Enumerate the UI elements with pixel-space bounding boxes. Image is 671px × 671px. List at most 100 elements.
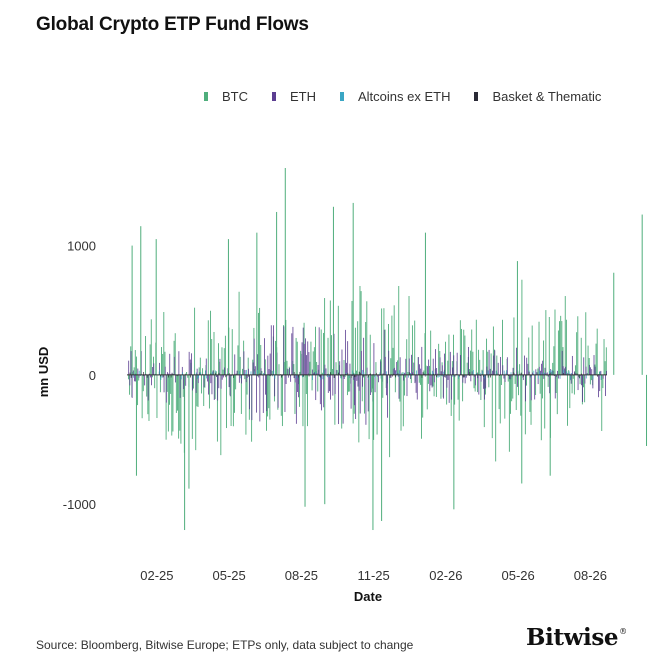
altcoin-bar (522, 374, 523, 377)
legend-item-btc[interactable]: BTC (204, 89, 248, 104)
x-tick-label: 05-25 (213, 568, 246, 583)
eth-bar (530, 374, 532, 401)
eth-bar (365, 374, 367, 425)
basket-bar (248, 374, 249, 377)
btc-bar (576, 332, 578, 375)
altcoin-bar (396, 371, 398, 375)
altcoin-bar (408, 374, 409, 378)
basket-bar (395, 374, 397, 378)
btc-bar (507, 374, 509, 382)
altcoin-bar (362, 369, 364, 375)
btc-bar (280, 374, 282, 416)
basket-bar (523, 374, 524, 377)
altcoin-bar (140, 374, 141, 377)
btc-bar (535, 374, 537, 396)
btc-bar (137, 374, 139, 406)
btc-bar (177, 374, 178, 411)
btc-peak-bar (184, 374, 186, 531)
btc-bar (476, 374, 478, 393)
eth-bar (137, 368, 139, 375)
basket-bar (354, 374, 356, 378)
btc-bar (351, 300, 353, 375)
eth-bar (394, 367, 395, 375)
altcoin-bar (458, 374, 459, 379)
eth-bar (571, 355, 573, 375)
eth-bar (356, 374, 358, 381)
eth-bar (406, 374, 408, 397)
btc-bar (520, 374, 522, 416)
eth-bar (589, 364, 590, 375)
altcoin-bar (482, 371, 483, 375)
btc-bar (545, 310, 547, 375)
basket-bar (576, 373, 578, 375)
eth-bar (510, 374, 512, 380)
eth-bar (305, 338, 306, 375)
eth-bar (267, 355, 269, 375)
btc-bar (159, 374, 161, 393)
btc-bar (163, 312, 165, 375)
basket-bar (302, 374, 304, 377)
altcoin-bar (268, 374, 270, 376)
altcoin-bar (551, 370, 553, 375)
btc-bar (312, 351, 314, 375)
btc-bar (433, 374, 435, 397)
eth-bar (307, 341, 309, 375)
altcoin-bar (161, 374, 163, 378)
eth-bar (334, 374, 336, 395)
btc-bar (384, 329, 386, 375)
basket-bar (421, 374, 423, 378)
eth-bar (363, 337, 365, 375)
basket-bar (308, 374, 310, 377)
registered-mark: ® (619, 627, 627, 636)
eth-bar (494, 350, 496, 375)
btc-bar (409, 373, 411, 375)
btc-bar (578, 374, 580, 378)
eth-bar (169, 353, 171, 375)
btc-bar (604, 361, 606, 375)
legend-item-eth[interactable]: ETH (272, 89, 316, 104)
btc-bar (511, 374, 513, 402)
basket-bar (330, 372, 332, 375)
eth-bar (516, 347, 517, 375)
altcoin-bar (443, 371, 445, 375)
eth-bar (397, 372, 399, 375)
btc-bar (169, 374, 170, 405)
x-axis-title: Date (354, 589, 382, 604)
altcoin-bar (348, 374, 350, 378)
btc-bar (471, 329, 473, 375)
eth-bar (212, 370, 214, 375)
eth-bar (519, 373, 521, 375)
eth-bar (462, 374, 464, 383)
legend-item-altcoins[interactable]: Altcoins ex ETH (340, 89, 450, 104)
eth-bar (248, 368, 249, 375)
btc-bar (591, 374, 592, 381)
btc-peak-bar (188, 374, 190, 489)
btc-bar (488, 374, 490, 388)
altcoin-bar (506, 370, 507, 375)
btc-bar (548, 316, 550, 375)
altcoin-bar (160, 374, 162, 380)
btc-bar (141, 374, 143, 419)
bar-group (128, 168, 648, 531)
altcoin-bar (329, 374, 331, 378)
btc-peak-bar (227, 239, 229, 375)
legend-swatch-altcoins (340, 92, 344, 101)
btc-bar (502, 319, 503, 375)
eth-bar (583, 357, 585, 375)
altcoin-bar (340, 374, 342, 379)
btc-bar (466, 362, 468, 375)
btc-bar (587, 345, 589, 375)
legend-item-basket[interactable]: Basket & Thematic (474, 89, 601, 104)
eth-bar (229, 374, 231, 397)
chart-title: Global Crypto ETP Fund Flows (36, 14, 309, 35)
eth-bar (226, 374, 228, 377)
eth-bar (492, 370, 493, 375)
eth-bar (548, 374, 549, 377)
btc-bar (239, 356, 241, 375)
eth-bar (213, 374, 215, 400)
eth-bar (493, 355, 495, 375)
eth-bar (460, 355, 461, 375)
eth-bar (410, 374, 411, 380)
btc-bar (171, 374, 173, 436)
eth-bar (584, 374, 586, 384)
